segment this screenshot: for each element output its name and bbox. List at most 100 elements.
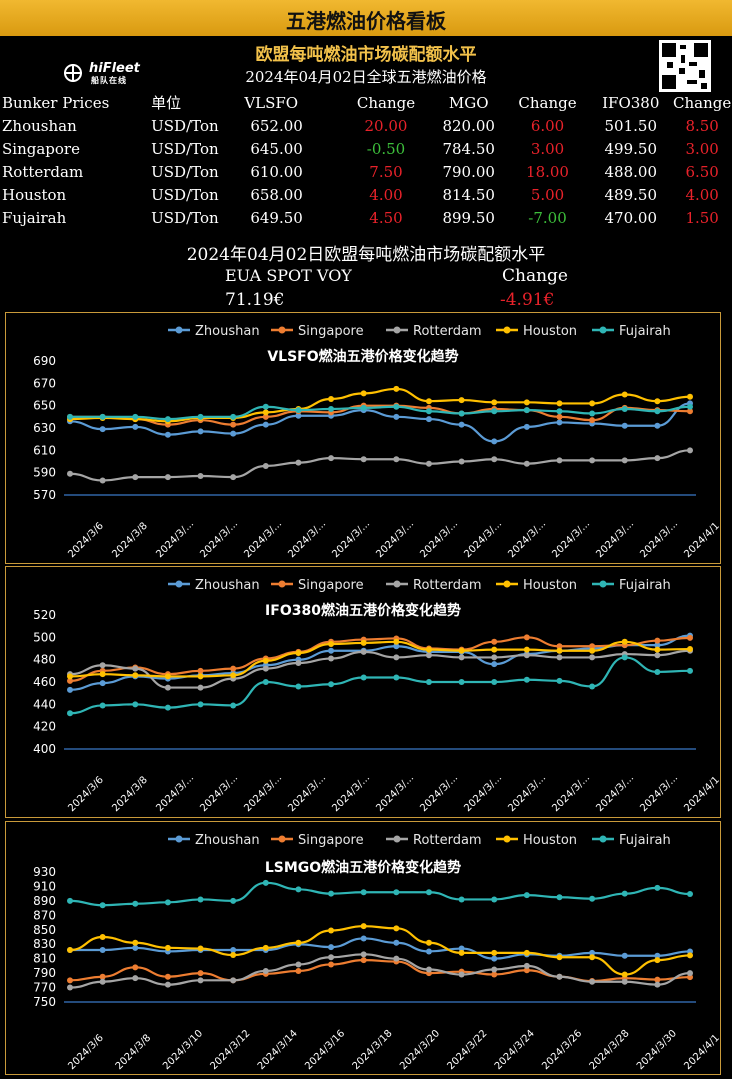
series-houston	[67, 923, 693, 978]
x-tick-label: 2024/4/1	[682, 1033, 720, 1073]
table-row: Singapore USD/Ton 645.00 -0.50 784.50 3.00 499…	[2, 137, 732, 160]
data-point	[360, 390, 367, 397]
data-point	[360, 957, 367, 964]
vlsfo-change: 7.50	[369, 162, 403, 181]
header-vlsfo: VLSFO	[244, 93, 299, 112]
data-point	[458, 679, 465, 685]
data-point	[262, 409, 269, 416]
ifo380-price: 488.00	[604, 162, 658, 181]
data-point	[425, 652, 432, 659]
data-point	[491, 654, 498, 661]
data-point	[132, 665, 139, 672]
data-point	[197, 977, 204, 984]
eua-change: -4.91€	[500, 290, 555, 310]
series-fujairah	[67, 654, 693, 717]
logo-sub: 船队在线	[91, 76, 127, 85]
data-point	[99, 680, 106, 687]
x-tick-label: 2024/3/...	[638, 772, 680, 814]
data-point	[621, 457, 628, 464]
x-tick-label: 2024/3/6	[66, 1033, 106, 1073]
data-point	[197, 428, 204, 435]
data-point	[491, 456, 498, 463]
x-tick-label: 2024/3/24	[493, 1028, 537, 1072]
x-tick-label: 2024/3/...	[242, 518, 284, 560]
data-point	[523, 407, 530, 414]
port-name: Fujairah	[2, 208, 67, 227]
data-point	[393, 403, 400, 410]
lsmgo-chart-panel: Zhoushan Singapore Rotterdam Houston Fujaira…	[5, 821, 721, 1075]
data-point	[262, 879, 269, 886]
data-point	[687, 447, 693, 454]
data-point	[425, 646, 432, 653]
data-point	[556, 677, 563, 684]
y-tick-label: 520	[33, 608, 56, 622]
data-point	[458, 945, 465, 952]
page-subtitle: 欧盟每吨燃油市场碳配额水平	[255, 45, 477, 65]
data-point	[132, 701, 139, 708]
data-point	[654, 455, 661, 462]
unit: USD/Ton	[151, 139, 219, 158]
data-point	[393, 654, 400, 661]
data-point	[654, 637, 661, 644]
series-fujairah	[67, 879, 693, 909]
data-point	[425, 966, 432, 973]
data-point	[621, 890, 628, 897]
legend-item-rotterdam: Rotterdam	[386, 833, 482, 848]
data-point	[654, 957, 661, 964]
data-point	[523, 634, 530, 641]
table-row: Fujairah USD/Ton 649.50 4.50 899.50 -7.00 470.…	[2, 206, 732, 229]
x-tick-label: 2024/3/30	[635, 1028, 679, 1072]
eua-change-label: Change	[502, 266, 568, 286]
data-point	[67, 947, 73, 953]
data-point	[458, 421, 465, 428]
data-point	[393, 955, 400, 962]
ifo380-change: 4.00	[685, 185, 719, 204]
x-tick-label: 2024/3/...	[374, 518, 416, 560]
x-tick-label: 2024/3/...	[594, 518, 636, 560]
data-point	[687, 403, 693, 410]
data-point	[425, 416, 432, 423]
mgo-change: 18.00	[526, 162, 569, 181]
ifo380-price: 499.50	[604, 139, 658, 158]
y-tick-label: 670	[33, 376, 56, 390]
data-point	[687, 408, 693, 415]
data-point	[425, 408, 432, 415]
data-point	[164, 684, 171, 691]
data-point	[99, 978, 106, 985]
x-tick-label: 2024/3/...	[374, 772, 416, 814]
legend-marker	[599, 326, 607, 334]
vlsfo-price: 658.00	[250, 185, 303, 204]
data-point	[491, 955, 498, 962]
legend-item-fujairah: Fujairah	[592, 578, 671, 593]
data-point	[295, 407, 302, 414]
series-line	[69, 636, 691, 682]
data-point	[556, 647, 563, 654]
legend-item-singapore: Singapore	[271, 833, 364, 848]
data-point	[621, 978, 628, 985]
mgo-change: -7.00	[528, 208, 567, 227]
table-row: Houston USD/Ton 658.00 4.00 814.50 5.00 489.50…	[2, 183, 732, 206]
data-point	[425, 948, 432, 955]
header-mgo: MGO	[448, 93, 489, 112]
data-point	[589, 457, 596, 464]
data-point	[197, 945, 204, 952]
data-point	[164, 899, 171, 906]
series-line	[69, 881, 691, 907]
data-point	[491, 679, 498, 685]
legend-item-houston: Houston	[496, 833, 577, 848]
data-point	[491, 661, 498, 668]
mgo-price: 814.50	[442, 185, 495, 204]
data-point	[393, 674, 400, 681]
vlsfo-price: 649.50	[250, 208, 303, 227]
legend-marker	[503, 580, 511, 588]
data-point	[360, 456, 367, 463]
x-tick-label: 2024/3/6	[66, 775, 106, 815]
mgo-price: 784.50	[442, 139, 495, 158]
data-point	[67, 977, 73, 984]
series-line	[69, 387, 691, 423]
x-tick-label: 2024/3/...	[198, 518, 240, 560]
x-tick-label: 2024/3/...	[198, 772, 240, 814]
y-tick-label: 590	[33, 466, 56, 480]
data-point	[99, 934, 106, 940]
bunker-price-table: Bunker Prices 单位 VLSFO Change MGO Change…	[2, 91, 732, 229]
